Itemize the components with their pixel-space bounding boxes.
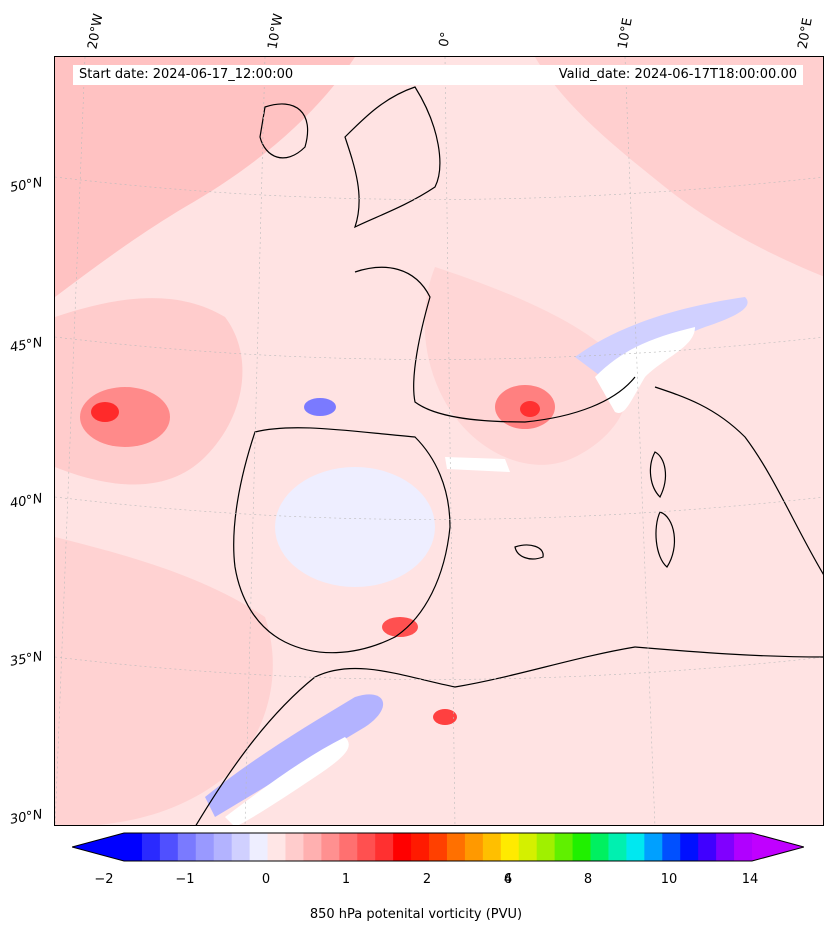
cbar-tick-1: −1 <box>175 872 195 887</box>
colorbar-segment <box>680 833 699 861</box>
cbar-tick-5: 4 <box>503 872 513 887</box>
colorbar-segment <box>124 833 143 861</box>
graticule-lon-10w <box>244 57 266 825</box>
colorbar-segment <box>249 833 269 861</box>
cbar-tick-2: 0 <box>261 872 271 887</box>
colorbar-segment <box>536 833 556 861</box>
pv-masked-pyrenees <box>445 457 510 472</box>
coastline-ireland <box>259 103 309 159</box>
cbar-tick-7: 8 <box>583 872 593 887</box>
colorbar-segment <box>159 833 179 861</box>
graticule-lon-0 <box>444 57 456 825</box>
colorbar-segment <box>554 833 574 861</box>
pv-core-atlantic <box>80 387 170 447</box>
colorbar-segment <box>141 833 161 861</box>
pv-core-france-inner <box>520 401 540 417</box>
pv-band-northeast <box>535 57 823 277</box>
graticule-lat-40n <box>55 496 823 520</box>
coastlines <box>195 86 823 825</box>
coastline-corsica <box>649 451 667 499</box>
colorbar-segment <box>698 833 717 861</box>
graticule-lat-50n <box>55 176 823 200</box>
cbar-tick-4: 2 <box>422 872 432 887</box>
colorbar-segment <box>446 833 466 861</box>
lon-label-10e: 10°E <box>615 16 636 51</box>
coastline-balearic <box>514 544 544 560</box>
colorbar-segment <box>482 833 502 861</box>
pv-negative-morocco <box>205 694 384 817</box>
pv-band-central <box>424 267 628 465</box>
lon-label-20e: 20°E <box>795 16 816 51</box>
cbar-tick-6: 6 <box>503 872 513 887</box>
coastline-britain <box>344 86 441 229</box>
valid-date-text: Valid_date: 2024-06-17T18:00:00.00 <box>558 67 797 82</box>
colorbar-segment <box>321 833 340 861</box>
start-date-text: Start date: 2024-06-17_12:00:00 <box>79 67 294 82</box>
date-infobox: Start date: 2024-06-17_12:00:00 Valid_da… <box>73 65 803 85</box>
map-panel: Start date: 2024-06-17_12:00:00 Valid_da… <box>54 56 824 826</box>
colorbar-segment <box>267 833 286 861</box>
colorbar-segment <box>177 833 197 861</box>
coastline-iberia <box>233 427 451 654</box>
colorbar-segment <box>644 833 663 861</box>
coastline-sardinia <box>655 511 675 568</box>
colorbar-segment <box>375 833 394 861</box>
lat-label-40n: 40°N <box>8 491 44 512</box>
colorbar-segment <box>716 833 735 861</box>
colorbar-segment <box>518 833 538 861</box>
cbar-tick-8: 10 <box>660 872 678 887</box>
coastline-north-africa <box>195 646 823 825</box>
colorbar-segment <box>411 833 430 861</box>
colorbar-segment <box>662 833 681 861</box>
graticule <box>55 57 823 825</box>
colorbar-segment <box>339 833 358 861</box>
pv-negative-biscay <box>304 398 336 416</box>
cbar-tick-3: 1 <box>341 872 351 887</box>
colorbar-segment <box>429 833 448 861</box>
graticule-lon-10e <box>624 57 656 825</box>
colorbar-segment <box>285 833 304 861</box>
lat-label-30n: 30°N <box>8 807 44 828</box>
pv-band-northwest <box>55 57 355 297</box>
pv-band-southwest <box>55 537 273 825</box>
colorbar-segment <box>303 833 322 861</box>
lat-label-45n: 45°N <box>8 335 44 356</box>
colorbar-segment <box>734 833 753 861</box>
pv-core-spain-south <box>382 617 418 637</box>
colorbar-segment <box>213 833 233 861</box>
lon-label-20w: 20°W <box>85 12 107 51</box>
lat-label-35n: 35°N <box>8 649 44 670</box>
graticule-lat-45n <box>55 336 823 360</box>
coastline-italy <box>654 386 823 575</box>
pv-core-atlantic-inner <box>91 402 119 422</box>
colorbar-segment <box>231 833 251 861</box>
coastline-france <box>354 266 636 423</box>
cbar-tick-0: −2 <box>94 872 114 887</box>
pv-core-morocco <box>433 709 457 725</box>
colorbar-segment <box>464 833 484 861</box>
colorbar-label: 850 hPa potenital vorticity (PVU) <box>309 907 523 922</box>
graticule-lat-35n <box>55 656 823 680</box>
colorbar-segment <box>590 833 609 861</box>
colorbar-outline <box>72 832 804 862</box>
pv-iberia-low <box>275 467 435 587</box>
lat-label-50n: 50°N <box>8 175 44 196</box>
colorbar-segment <box>357 833 376 861</box>
graticule-lon-20w <box>55 57 86 825</box>
lon-label-0: 0° <box>436 30 455 49</box>
colorbar-under-extension <box>72 833 124 861</box>
colorbar-segment <box>195 833 215 861</box>
colorbar-segment <box>500 833 520 861</box>
lon-label-10w: 10°W <box>265 12 287 51</box>
colorbar-segment <box>608 833 627 861</box>
map-field <box>55 57 823 825</box>
pv-masked-atlas <box>225 737 349 825</box>
colorbar-segment <box>572 833 592 861</box>
cbar-tick-9: 14 <box>741 872 759 887</box>
colorbar-segment <box>393 833 412 861</box>
colorbar <box>72 832 804 862</box>
colorbar-segment <box>626 833 645 861</box>
colorbar-over-extension <box>752 833 804 861</box>
